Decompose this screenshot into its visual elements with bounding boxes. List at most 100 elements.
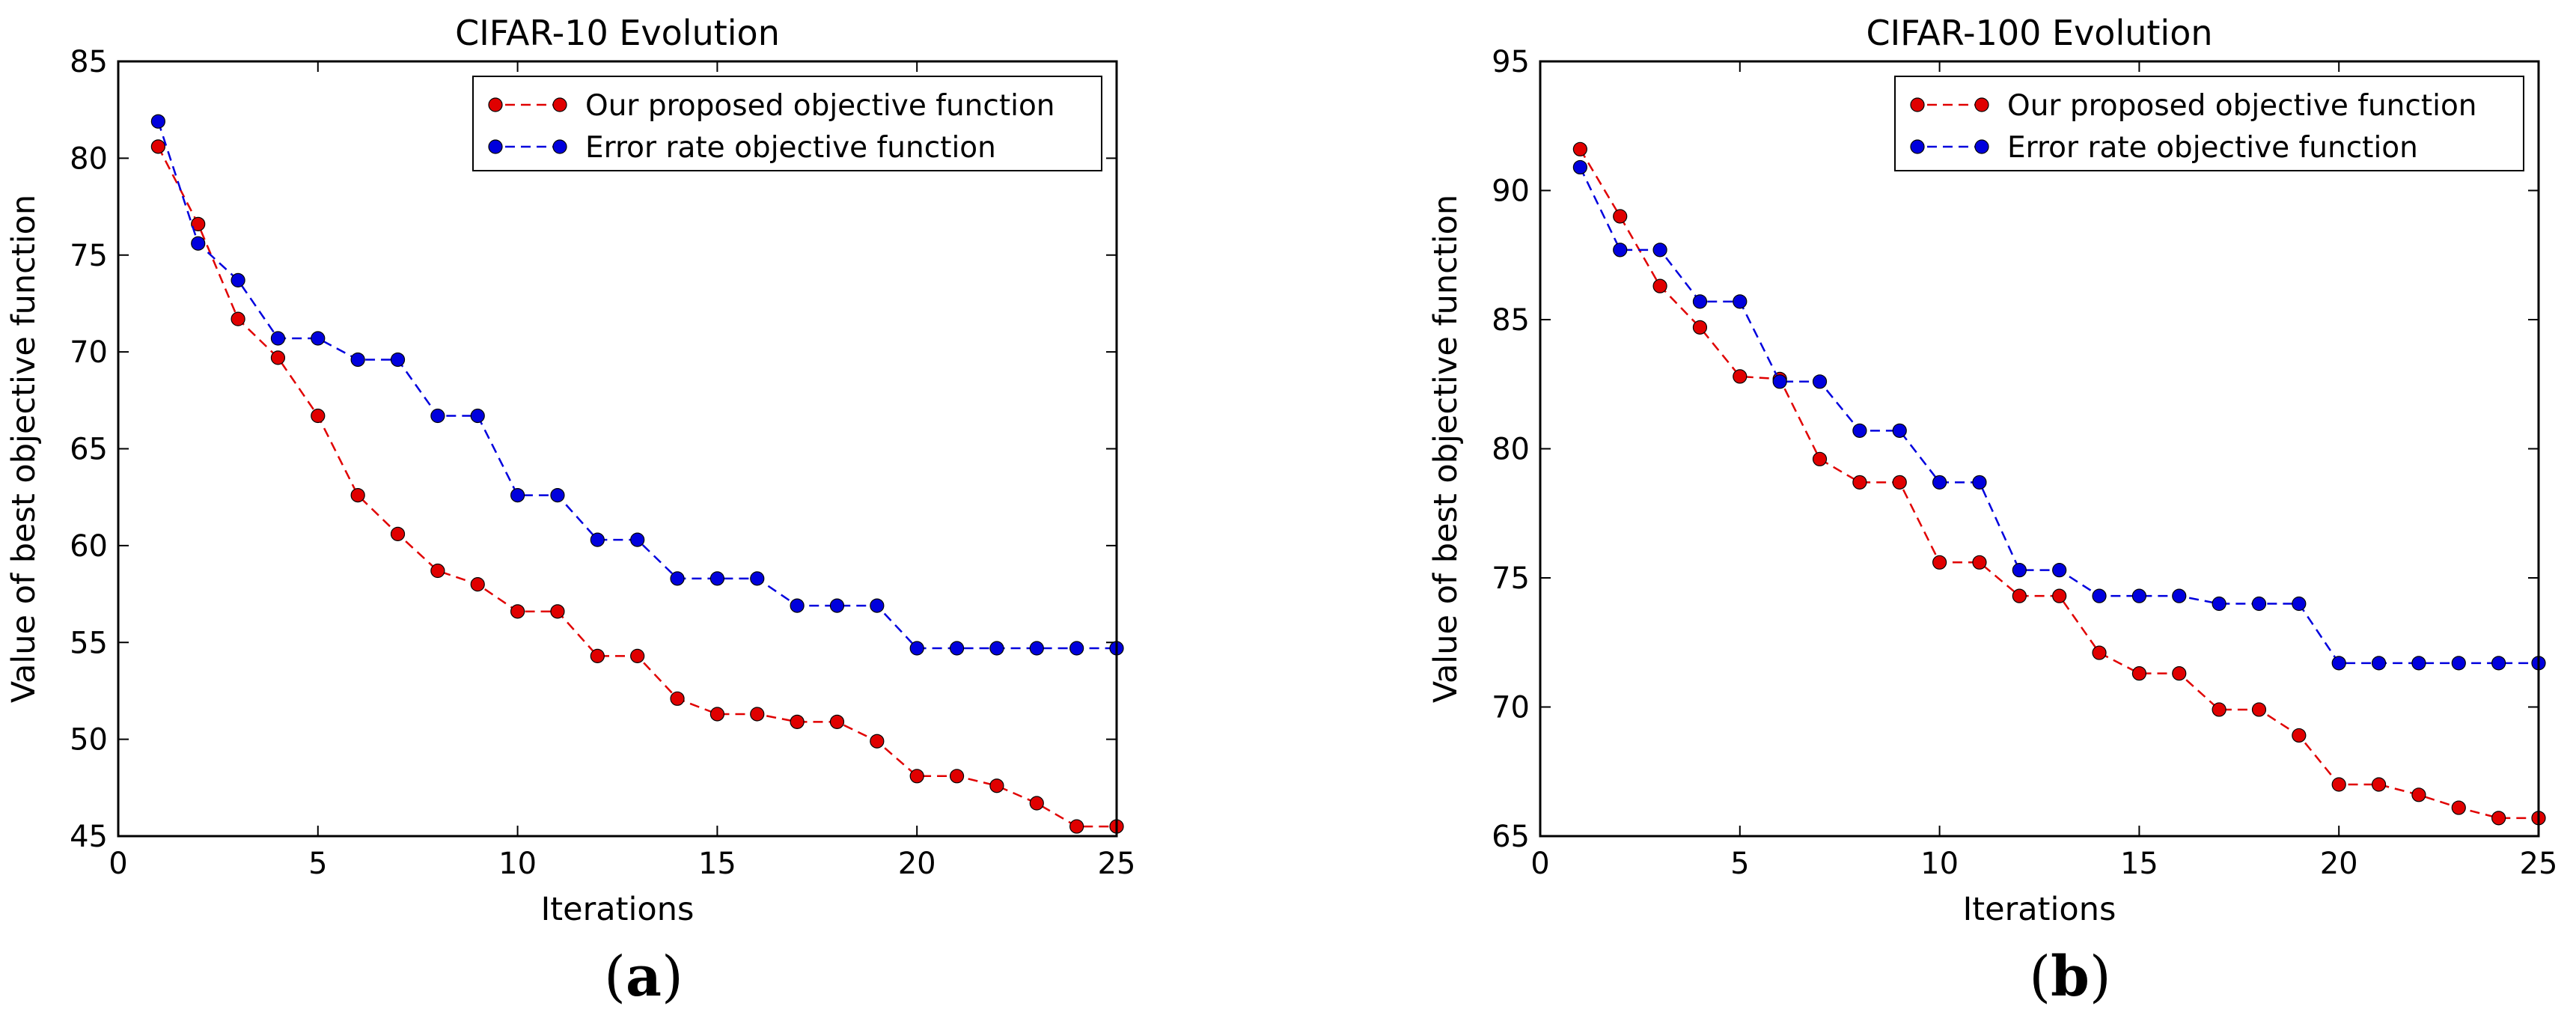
data-point-error: [590, 532, 605, 547]
data-point-error: [1852, 423, 1867, 438]
panel-label-a: (a): [604, 945, 683, 1009]
legend-marker: [488, 139, 503, 154]
legend-marker: [1974, 97, 1989, 112]
data-point-proposed: [1652, 278, 1667, 293]
x-tick-label: 0: [109, 847, 127, 881]
data-point-proposed: [510, 604, 525, 619]
data-point-proposed: [1812, 451, 1828, 466]
legend-box: [472, 76, 1102, 171]
plot-frame: [1539, 60, 2540, 838]
x-tick-label: 10: [1920, 847, 1959, 881]
plot-frame: [117, 60, 1118, 838]
data-point-error: [2331, 656, 2346, 671]
data-point-error: [829, 598, 845, 613]
data-point-error: [2491, 656, 2506, 671]
data-point-error: [1652, 243, 1667, 258]
data-point-proposed: [630, 648, 645, 663]
legend: Our proposed objective function Error rat…: [1894, 76, 2524, 171]
series-line-error: [157, 121, 1117, 650]
data-point-proposed: [2371, 777, 2387, 792]
data-point-proposed: [2012, 588, 2027, 603]
data-point-error: [2092, 588, 2107, 603]
y-tick-label: 95: [1492, 45, 1530, 79]
data-point-error: [1972, 475, 1987, 490]
data-point-error: [150, 114, 165, 129]
data-point-proposed: [430, 563, 445, 579]
data-point-proposed: [2491, 811, 2506, 826]
data-point-error: [870, 598, 885, 613]
data-point-error: [510, 487, 525, 503]
series-line-error: [1579, 166, 2539, 665]
data-point-error: [191, 236, 206, 251]
data-point-error: [231, 272, 245, 287]
x-tick-label: 5: [308, 847, 327, 881]
data-point-error: [709, 571, 725, 586]
data-point-proposed: [390, 526, 406, 541]
data-point-proposed: [590, 648, 605, 663]
legend-marker: [1910, 139, 1925, 154]
data-point-error: [350, 352, 365, 368]
data-point-proposed: [2251, 702, 2267, 717]
data-point-proposed: [1852, 475, 1867, 490]
data-point-error: [390, 352, 406, 368]
data-point-error: [1733, 294, 1748, 309]
data-point-error: [2251, 596, 2267, 612]
y-tick-label: 80: [70, 141, 108, 176]
data-point-error: [1692, 294, 1708, 309]
x-axis-label: Iterations: [1963, 891, 2116, 928]
data-point-error: [430, 408, 445, 424]
legend-label: Error rate objective function: [2007, 131, 2418, 165]
data-point-proposed: [1733, 369, 1748, 384]
x-axis-label: Iterations: [541, 891, 695, 928]
series-group: [1572, 141, 2546, 826]
chart-cifar10: CIFAR-10 Evolution Iterations Value of b…: [5, 13, 1135, 928]
data-point-proposed: [1972, 555, 1987, 570]
data-point-proposed: [350, 487, 365, 503]
data-point-error: [2052, 563, 2067, 578]
y-tick-label: 80: [1492, 433, 1530, 467]
data-point-error: [2371, 656, 2387, 671]
series-line-proposed: [157, 146, 1117, 828]
data-point-proposed: [2331, 777, 2346, 792]
data-point-proposed: [829, 714, 845, 729]
data-point-proposed: [1572, 141, 1587, 156]
data-point-error: [630, 532, 645, 547]
y-tick-label: 65: [70, 433, 108, 467]
data-point-error: [2411, 656, 2426, 671]
chart-title: CIFAR-100 Evolution: [1867, 13, 2213, 53]
legend-marker: [552, 139, 567, 154]
data-point-proposed: [870, 734, 885, 749]
legend-label: Our proposed objective function: [585, 89, 1055, 123]
y-tick-label: 60: [70, 529, 108, 564]
data-point-error: [470, 408, 485, 424]
data-point-proposed: [1692, 320, 1708, 335]
data-point-error: [1029, 641, 1044, 656]
data-point-proposed: [270, 350, 286, 365]
data-point-error: [2292, 596, 2307, 612]
axis-ticks: 0 5 10 15 20 25 65 70 75 80 85 90 95: [1492, 45, 2557, 881]
data-point-error: [2212, 596, 2226, 612]
data-point-proposed: [909, 769, 924, 784]
data-point-error: [949, 641, 965, 656]
axis-ticks: 0 5 10 15 20 25 45 50 55 60 65 70 75 80 85: [70, 45, 1135, 881]
data-point-proposed: [670, 691, 685, 706]
y-tick-label: 85: [70, 45, 108, 79]
data-point-error: [311, 331, 326, 346]
data-point-error: [790, 598, 805, 613]
chart-cifar100: CIFAR-100 Evolution Iterations Value of …: [1427, 13, 2557, 928]
data-point-error: [270, 331, 286, 346]
data-point-error: [909, 641, 924, 656]
data-point-proposed: [2451, 800, 2466, 815]
data-point-error: [1613, 243, 1628, 258]
data-point-proposed: [191, 216, 206, 231]
data-point-proposed: [150, 139, 165, 154]
data-point-proposed: [2292, 728, 2307, 743]
y-tick-label: 70: [1492, 691, 1530, 725]
data-point-proposed: [550, 604, 565, 619]
data-point-proposed: [1932, 555, 1947, 570]
data-point-error: [2012, 563, 2027, 578]
data-point-proposed: [2411, 787, 2426, 802]
legend: Our proposed objective function Error rat…: [472, 76, 1102, 171]
data-point-error: [750, 571, 765, 586]
